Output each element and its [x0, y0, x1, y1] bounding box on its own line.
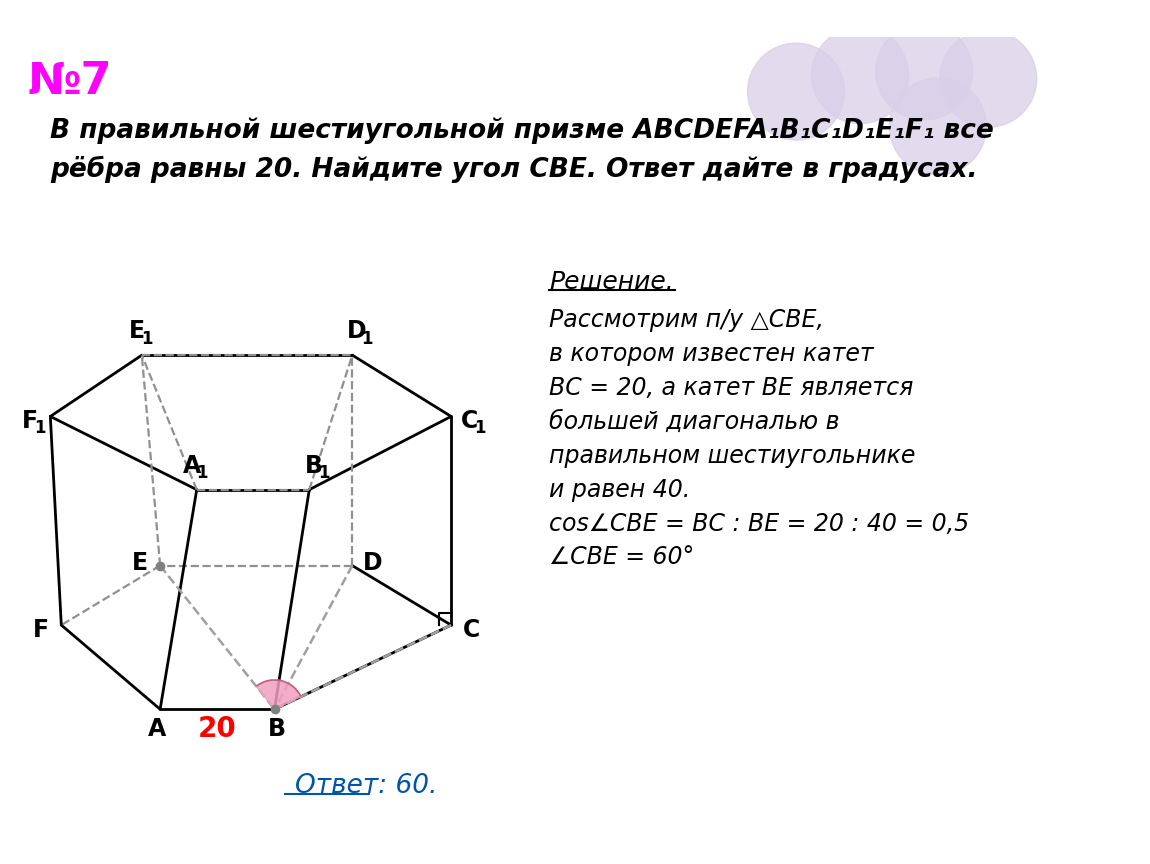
- Text: C: C: [462, 618, 480, 642]
- Text: Рассмотрим п/у △CBE,: Рассмотрим п/у △CBE,: [549, 308, 823, 333]
- Text: 1: 1: [197, 464, 208, 482]
- Circle shape: [812, 27, 908, 124]
- Text: F: F: [22, 409, 38, 433]
- Text: E: E: [129, 320, 145, 343]
- Text: Решение.: Решение.: [549, 270, 674, 294]
- Text: A: A: [183, 454, 201, 478]
- Text: D: D: [347, 320, 367, 343]
- Text: и равен 40.: и равен 40.: [549, 478, 690, 502]
- Text: cos∠CBE = BC : BE = 20 : 40 = 0,5: cos∠CBE = BC : BE = 20 : 40 = 0,5: [549, 511, 969, 536]
- Text: 1: 1: [361, 330, 373, 347]
- Text: Ответ: 60.: Ответ: 60.: [294, 773, 437, 799]
- Text: 1: 1: [319, 464, 330, 482]
- Polygon shape: [256, 680, 301, 709]
- Text: №7: №7: [28, 60, 112, 103]
- Text: 20: 20: [198, 715, 236, 743]
- Circle shape: [940, 30, 1036, 127]
- Text: правильном шестиугольнике: правильном шестиугольнике: [549, 444, 915, 468]
- Text: В правильной шестиугольной призме ABCDEFA₁B₁C₁D₁E₁F₁ все: В правильной шестиугольной призме ABCDEF…: [51, 118, 994, 143]
- Text: A: A: [148, 717, 167, 741]
- Text: B: B: [305, 454, 323, 478]
- Text: 1: 1: [141, 330, 153, 347]
- Text: в котором известен катет: в котором известен катет: [549, 342, 874, 366]
- Text: F: F: [33, 618, 49, 642]
- Text: BC = 20, а катет BE является: BC = 20, а катет BE является: [549, 376, 913, 400]
- Text: D: D: [362, 551, 382, 575]
- Text: ∠CBE = 60°: ∠CBE = 60°: [549, 545, 695, 569]
- Circle shape: [748, 43, 844, 140]
- Circle shape: [875, 23, 973, 120]
- Text: 1: 1: [475, 419, 486, 437]
- Text: большей диагональю в: большей диагональю в: [549, 410, 840, 434]
- Text: B: B: [268, 717, 286, 741]
- Circle shape: [889, 78, 987, 175]
- Text: E: E: [132, 551, 148, 575]
- Text: рёбра равны 20. Найдите угол CBE. Ответ дайте в градусах.: рёбра равны 20. Найдите угол CBE. Ответ …: [51, 156, 978, 183]
- Text: 1: 1: [34, 419, 46, 437]
- Text: C: C: [461, 409, 478, 433]
